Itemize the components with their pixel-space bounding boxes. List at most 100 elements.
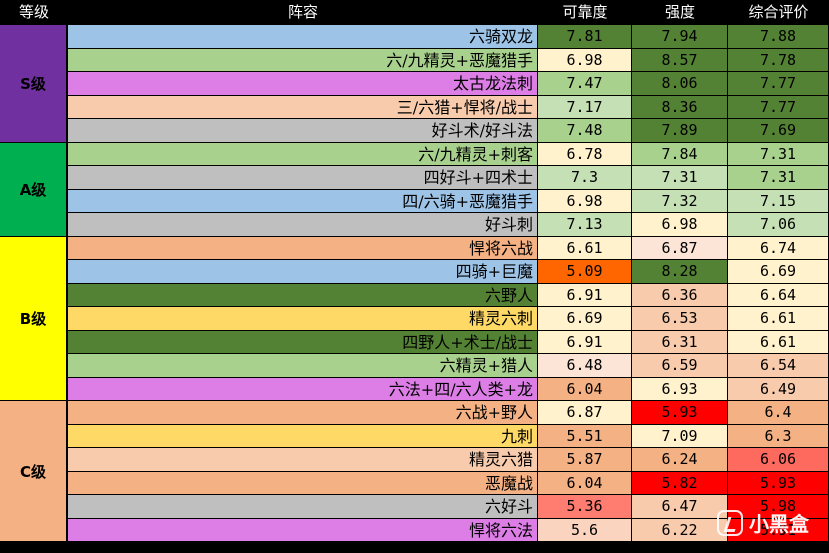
overall-score: 6.54 (728, 354, 829, 378)
lineup-name: 六骑双龙 (68, 25, 538, 49)
strength-score: 5.82 (632, 471, 728, 495)
reliability-score: 6.78 (538, 142, 632, 166)
overall-score: 6.49 (728, 377, 829, 401)
strength-score: 6.93 (632, 377, 728, 401)
overall-score: 7.06 (728, 213, 829, 237)
strength-score: 6.53 (632, 307, 728, 331)
overall-score: 7.15 (728, 189, 829, 213)
strength-score: 7.94 (632, 25, 728, 49)
reliability-score: 6.61 (538, 236, 632, 260)
lineup-name: 六好斗 (68, 495, 538, 519)
overall-score: 5.93 (728, 471, 829, 495)
header-reliability: 可靠度 (562, 3, 608, 21)
overall-score: 7.69 (728, 119, 829, 143)
header-overall: 综合评价 (748, 3, 809, 21)
reliability-score: 6.91 (538, 283, 632, 307)
overall-score: 6.61 (728, 307, 829, 331)
reliability-score: 7.48 (538, 119, 632, 143)
reliability-score: 6.48 (538, 354, 632, 378)
lineup-name: 四野人+术士/战士 (68, 330, 538, 354)
strength-score: 6.98 (632, 213, 728, 237)
reliability-score: 6.98 (538, 48, 632, 72)
strength-score: 6.59 (632, 354, 728, 378)
strength-score: 8.36 (632, 95, 728, 119)
grade-cell: A级 (0, 142, 68, 237)
watermark-text: 小黑盒 (749, 512, 809, 536)
lineup-name: 六战+野人 (68, 401, 538, 425)
strength-score: 6.31 (632, 330, 728, 354)
grade-cell: C级 (0, 401, 68, 542)
lineup-name: 好斗刺 (68, 213, 538, 237)
overall-score: 6.61 (728, 330, 829, 354)
grade-cell: B级 (0, 236, 68, 401)
overall-score: 6.3 (728, 424, 829, 448)
reliability-score: 5.51 (538, 424, 632, 448)
lineup-name: 四好斗+四术士 (68, 166, 538, 190)
reliability-score: 5.6 (538, 518, 632, 542)
lineup-name: 六/九精灵+刺客 (68, 142, 538, 166)
lineup-name: 六精灵+猎人 (68, 354, 538, 378)
reliability-score: 6.91 (538, 330, 632, 354)
strength-score: 6.24 (632, 448, 728, 472)
overall-score: 7.88 (728, 25, 829, 49)
heybox-logo-icon (717, 509, 743, 536)
reliability-score: 5.09 (538, 260, 632, 284)
lineup-name: 三/六猎+悍将/战士 (68, 95, 538, 119)
reliability-score: 6.87 (538, 401, 632, 425)
header-strength: 强度 (664, 3, 695, 21)
overall-score: 6.69 (728, 260, 829, 284)
overall-score: 7.31 (728, 166, 829, 190)
reliability-score: 6.04 (538, 377, 632, 401)
reliability-score: 7.17 (538, 95, 632, 119)
grade-cell: S级 (0, 25, 68, 143)
lineup-name: 四骑+巨魔 (68, 260, 538, 284)
overall-score: 6.64 (728, 283, 829, 307)
strength-score: 8.06 (632, 72, 728, 96)
lineup-name: 六/九精灵+恶魔猎手 (68, 48, 538, 72)
strength-score: 6.36 (632, 283, 728, 307)
lineup-name: 九刺 (68, 424, 538, 448)
reliability-score: 6.98 (538, 189, 632, 213)
overall-score: 5.98 (728, 495, 829, 519)
overall-score: 6.4 (728, 401, 829, 425)
reliability-score: 7.81 (538, 25, 632, 49)
lineup-name: 四/六骑+恶魔猎手 (68, 189, 538, 213)
strength-score: 6.47 (632, 495, 728, 519)
lineup-name: 太古龙法刺 (68, 72, 538, 96)
lineup-name: 好斗术/好斗法 (68, 119, 538, 143)
lineup-name: 悍将六战 (68, 236, 538, 260)
strength-score: 7.31 (632, 166, 728, 190)
lineup-name: 精灵六猎 (68, 448, 538, 472)
reliability-score: 6.69 (538, 307, 632, 331)
overall-score: 7.77 (728, 95, 829, 119)
header-lineup: 阵容 (287, 3, 318, 21)
strength-score: 7.09 (632, 424, 728, 448)
reliability-score: 5.87 (538, 448, 632, 472)
strength-score: 5.93 (632, 401, 728, 425)
strength-score: 7.84 (632, 142, 728, 166)
overall-score: 6.06 (728, 448, 829, 472)
overall-score: 6.74 (728, 236, 829, 260)
strength-score: 6.22 (632, 518, 728, 542)
strength-score: 7.32 (632, 189, 728, 213)
overall-score: 7.77 (728, 72, 829, 96)
lineup-name: 恶魔战 (68, 471, 538, 495)
overall-score: 7.31 (728, 142, 829, 166)
lineup-name: 精灵六刺 (68, 307, 538, 331)
lineup-name: 六野人 (68, 283, 538, 307)
strength-score: 8.28 (632, 260, 728, 284)
overall-score: 7.78 (728, 48, 829, 72)
watermark: 小黑盒 (717, 508, 809, 537)
strength-score: 7.89 (632, 119, 728, 143)
reliability-score: 5.36 (538, 495, 632, 519)
strength-score: 6.87 (632, 236, 728, 260)
reliability-score: 6.04 (538, 471, 632, 495)
strength-score: 8.57 (632, 48, 728, 72)
lineup-name: 六法+四/六人类+龙 (68, 377, 538, 401)
reliability-score: 7.3 (538, 166, 632, 190)
overall-score: 5.91 (728, 518, 829, 542)
reliability-score: 7.47 (538, 72, 632, 96)
header-grade: 等级 (18, 3, 49, 21)
reliability-score: 7.13 (538, 213, 632, 237)
